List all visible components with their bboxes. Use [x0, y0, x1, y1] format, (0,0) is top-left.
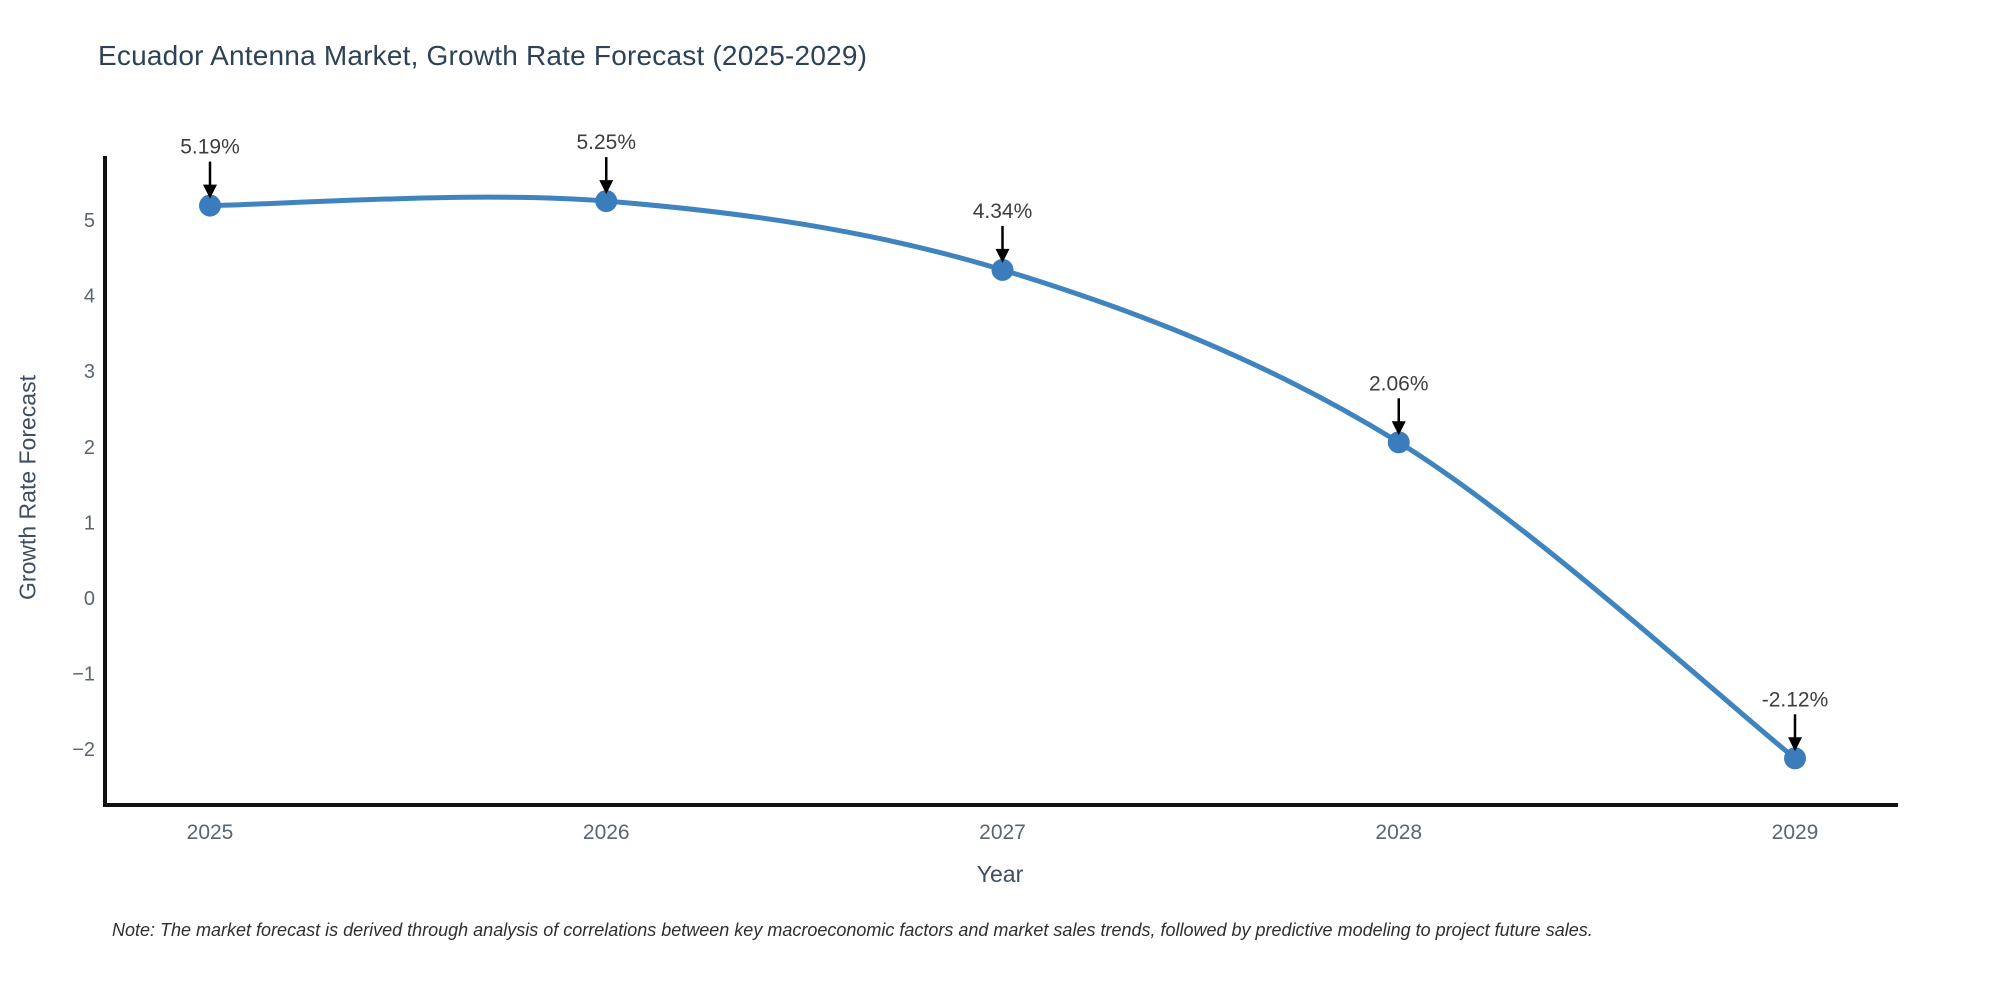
data-point-marker[interactable]	[199, 194, 221, 217]
y-tick-label: 1	[84, 512, 95, 534]
y-tick-label: 0	[84, 588, 95, 610]
x-tick-label: 2028	[1375, 821, 1422, 844]
x-tick-label: 2029	[1772, 821, 1819, 844]
x-tick-label: 2026	[583, 821, 630, 844]
footnote: Note: The market forecast is derived thr…	[112, 920, 1593, 940]
y-tick-label: 2	[84, 437, 95, 459]
y-tick-label: 5	[84, 210, 95, 232]
annotation-arrowhead-icon	[203, 184, 217, 199]
y-tick-label: −1	[72, 664, 95, 686]
series-line	[207, 194, 1798, 761]
data-point-marker[interactable]	[991, 258, 1014, 281]
x-axis-title: Year	[976, 861, 1024, 887]
x-tick-label: 2025	[187, 821, 234, 844]
annotation-arrowhead-icon	[1391, 421, 1406, 436]
annotation-label: 5.19%	[180, 136, 240, 159]
data-point-marker[interactable]	[1784, 747, 1806, 770]
annotation-label: -2.12%	[1762, 688, 1829, 711]
data-point-marker[interactable]	[1387, 431, 1410, 454]
y-tick-label: −2	[72, 739, 95, 761]
annotation-label: 4.34%	[973, 200, 1033, 223]
y-tick-label: 4	[84, 286, 95, 308]
x-tick-label: 2027	[979, 821, 1026, 844]
chart-title: Ecuador Antenna Market, Growth Rate Fore…	[98, 40, 868, 71]
annotation-arrowhead-icon	[1788, 737, 1802, 752]
data-point-marker[interactable]	[595, 190, 618, 213]
annotation-arrowhead-icon	[599, 180, 614, 195]
annotation-label: 5.25%	[576, 131, 636, 154]
y-tick-label: 3	[84, 361, 95, 383]
annotation-label: 2.06%	[1369, 372, 1429, 395]
annotation-arrowhead-icon	[995, 248, 1010, 263]
